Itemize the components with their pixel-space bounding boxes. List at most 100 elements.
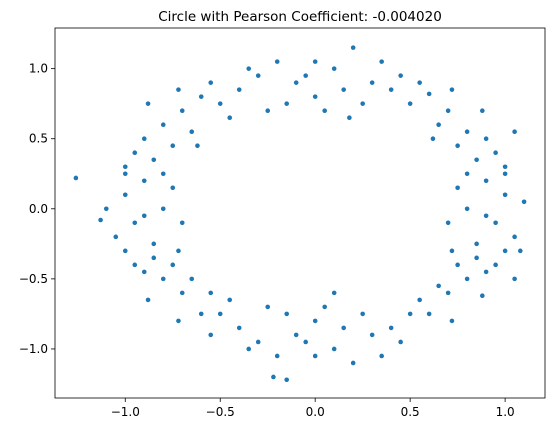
point bbox=[449, 318, 455, 324]
point bbox=[265, 108, 271, 113]
point bbox=[293, 80, 299, 85]
point bbox=[179, 220, 185, 226]
point bbox=[388, 325, 394, 331]
point bbox=[398, 73, 403, 78]
x-tick-label: −1.0 bbox=[111, 405, 140, 419]
point bbox=[312, 318, 318, 324]
point bbox=[426, 311, 432, 317]
point bbox=[341, 87, 346, 92]
point bbox=[512, 276, 517, 282]
point bbox=[449, 248, 455, 254]
point bbox=[176, 87, 181, 92]
point bbox=[189, 276, 195, 282]
point bbox=[331, 346, 337, 352]
point bbox=[436, 283, 441, 289]
point bbox=[493, 262, 498, 268]
point bbox=[217, 101, 223, 106]
point bbox=[350, 45, 356, 50]
point bbox=[160, 171, 166, 177]
point bbox=[493, 220, 498, 226]
point bbox=[350, 360, 356, 366]
y-tick-label: 0.0 bbox=[29, 202, 48, 216]
point bbox=[122, 164, 128, 170]
point bbox=[398, 339, 403, 345]
point bbox=[502, 248, 508, 254]
point bbox=[132, 262, 138, 268]
point bbox=[151, 157, 157, 163]
point bbox=[179, 108, 185, 113]
point bbox=[369, 332, 375, 338]
point bbox=[493, 150, 498, 156]
point bbox=[445, 108, 451, 113]
x-tick-label: 0.5 bbox=[401, 405, 420, 419]
point bbox=[464, 129, 470, 135]
point bbox=[407, 311, 413, 317]
point bbox=[208, 80, 214, 85]
point bbox=[312, 94, 318, 99]
point bbox=[179, 290, 185, 296]
point bbox=[312, 353, 318, 359]
point bbox=[236, 325, 242, 331]
point bbox=[436, 122, 441, 128]
point bbox=[379, 353, 384, 359]
x-tick-label: −0.5 bbox=[206, 405, 235, 419]
point bbox=[293, 332, 299, 338]
point bbox=[512, 234, 517, 240]
point bbox=[113, 234, 119, 240]
point bbox=[379, 59, 384, 64]
point bbox=[464, 171, 470, 177]
point bbox=[160, 122, 166, 128]
point bbox=[322, 108, 327, 113]
point bbox=[274, 59, 280, 64]
point bbox=[455, 143, 460, 149]
point bbox=[445, 220, 451, 226]
point bbox=[170, 143, 176, 149]
point bbox=[141, 213, 147, 219]
point bbox=[483, 213, 489, 219]
point bbox=[502, 192, 508, 198]
point bbox=[73, 175, 79, 181]
point bbox=[360, 311, 365, 317]
point bbox=[198, 94, 204, 99]
point bbox=[360, 101, 365, 106]
point bbox=[151, 241, 157, 247]
point bbox=[246, 346, 252, 352]
point bbox=[518, 248, 523, 254]
point bbox=[145, 101, 151, 106]
point bbox=[480, 293, 485, 298]
point bbox=[426, 91, 432, 97]
point bbox=[176, 318, 181, 324]
point bbox=[474, 157, 479, 163]
point bbox=[208, 290, 214, 296]
point bbox=[312, 59, 318, 64]
point bbox=[483, 269, 489, 275]
point bbox=[255, 339, 261, 345]
point bbox=[455, 185, 460, 191]
point bbox=[430, 136, 436, 142]
plot-frame bbox=[54, 27, 546, 399]
point bbox=[284, 101, 290, 106]
point bbox=[122, 171, 128, 177]
point bbox=[255, 73, 261, 78]
point bbox=[512, 129, 517, 135]
point bbox=[170, 262, 176, 268]
point bbox=[271, 374, 276, 380]
point bbox=[122, 248, 128, 254]
point bbox=[141, 136, 147, 142]
point bbox=[303, 73, 308, 78]
point bbox=[331, 66, 337, 71]
y-tick-label: −1.0 bbox=[19, 342, 48, 356]
point bbox=[98, 217, 103, 223]
y-tick-label: 1.0 bbox=[29, 62, 48, 76]
point bbox=[445, 290, 451, 296]
point bbox=[417, 297, 422, 303]
point bbox=[160, 206, 166, 212]
point bbox=[483, 136, 489, 142]
point bbox=[103, 206, 109, 212]
point bbox=[236, 87, 242, 92]
point bbox=[521, 199, 527, 205]
point bbox=[246, 66, 252, 71]
point bbox=[331, 290, 337, 296]
point bbox=[407, 101, 413, 106]
